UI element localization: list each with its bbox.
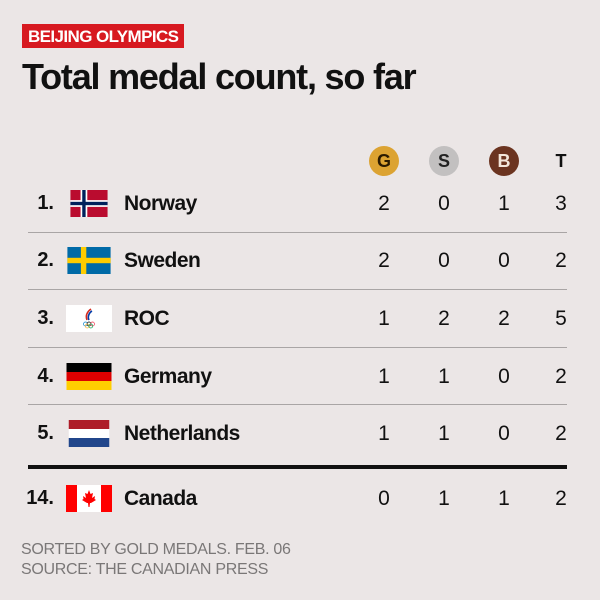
country-name: Germany: [124, 365, 212, 388]
table-row: 1. Norway 2 0 1 3: [28, 175, 567, 232]
gold-count: 0: [378, 487, 390, 510]
germany-flag-icon: [66, 363, 112, 390]
total-count: 2: [555, 365, 567, 388]
silver-count: 1: [438, 422, 450, 445]
rank: 1.: [37, 192, 54, 214]
bronze-count: 2: [498, 307, 510, 330]
bronze-count: 1: [498, 487, 510, 510]
bronze-count: 0: [498, 422, 510, 445]
total-count: 2: [555, 249, 567, 272]
silver-count: 2: [438, 307, 450, 330]
total-header: T: [555, 151, 567, 171]
row-divider: [28, 347, 567, 348]
table-row: 14. Canada 0 1 1 2: [26, 470, 567, 527]
row-divider: [28, 404, 567, 405]
footer-note: SORTED BY GOLD MEDALS. FEB. 06: [21, 541, 291, 558]
country-name: Canada: [124, 487, 197, 510]
row-divider: [28, 232, 567, 233]
gold-count: 1: [378, 307, 390, 330]
section-kicker: BEIJING OLYMPICS: [22, 24, 185, 48]
bronze-header: B: [489, 146, 519, 176]
table-row: 4. Germany 1 1 0 2: [28, 348, 567, 405]
roc-flag-icon: [66, 305, 112, 332]
gold-count: 1: [378, 365, 390, 388]
rank: 14.: [26, 487, 54, 509]
table-row: 2. Sweden 2 0 0 2: [28, 232, 567, 289]
gold-header: G: [369, 146, 399, 176]
table-row: 3. ROC 1 2 2 5: [28, 290, 567, 347]
silver-count: 1: [438, 365, 450, 388]
footer-source: SOURCE: THE CANADIAN PRESS: [21, 561, 269, 578]
rank: 5.: [37, 422, 54, 444]
table-row: 5. Netherlands 1 1 0 2: [28, 405, 567, 462]
norway-flag-icon: [66, 190, 112, 217]
total-count: 2: [555, 487, 567, 510]
bronze-count: 0: [498, 249, 510, 272]
country-name: Norway: [124, 192, 197, 215]
total-count: 2: [555, 422, 567, 445]
bronze-count: 0: [498, 365, 510, 388]
bronze-count: 1: [498, 192, 510, 215]
rank: 3.: [37, 307, 54, 329]
total-count: 5: [555, 307, 567, 330]
country-name: ROC: [124, 307, 170, 330]
canada-flag-icon: [66, 485, 112, 512]
country-name: Netherlands: [124, 422, 240, 445]
gold-count: 2: [378, 192, 390, 215]
row-divider: [28, 289, 567, 290]
total-count: 3: [555, 192, 567, 215]
netherlands-flag-icon: [66, 420, 112, 447]
section-divider: [28, 465, 567, 469]
silver-count: 1: [438, 487, 450, 510]
country-name: Sweden: [124, 249, 201, 272]
rank: 2.: [37, 249, 54, 271]
silver-count: 0: [438, 192, 450, 215]
silver-count: 0: [438, 249, 450, 272]
rank: 4.: [37, 365, 54, 387]
silver-header: S: [429, 146, 459, 176]
page-title: Total medal count, so far: [22, 56, 417, 97]
sweden-flag-icon: [66, 247, 112, 274]
gold-count: 2: [378, 249, 390, 272]
gold-count: 1: [378, 422, 390, 445]
